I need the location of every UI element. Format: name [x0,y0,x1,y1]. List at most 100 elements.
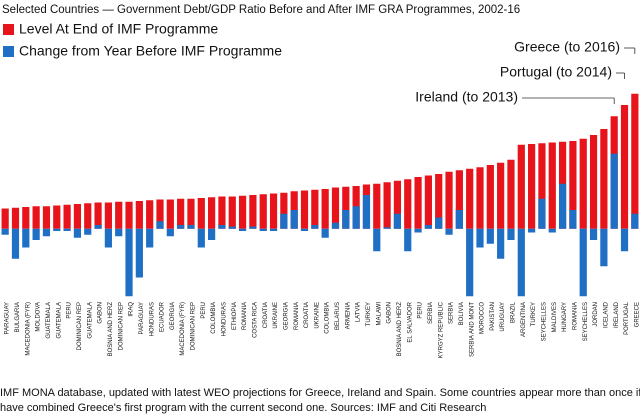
x-tick-label: GABON [98,302,104,324]
bar [548,228,556,233]
bar [435,217,443,229]
bar [620,228,629,252]
x-tick-label: LATVIA [356,302,362,322]
bar [115,228,123,237]
bar [187,198,195,229]
bar [156,199,164,229]
x-tick-label: HUNGARY [562,302,568,332]
x-tick-label: PERU [201,302,207,319]
bar [373,183,381,229]
bar [424,225,432,229]
legend-label: Change from Year Before IMF Programme [19,43,282,59]
bar [352,206,360,229]
bar [249,195,257,229]
bar [22,207,30,229]
x-tick-label: IRAQ [129,302,135,317]
x-tick-label: PARAGUAY [5,302,11,334]
x-tick-label: CROATIA [304,302,310,328]
bar [166,228,174,237]
bar [73,204,82,229]
x-tick-label: TURKEY [531,302,537,326]
bar [631,93,639,229]
x-tick-label: EL SALVADOR [407,301,413,342]
x-tick-label: JORDAN [593,302,599,327]
x-tick-label: ICELAND [603,301,609,328]
x-tick-label: MOLDOVA [36,302,42,332]
bar [631,213,639,229]
x-tick-label: TURKEY [366,302,372,326]
bar [53,205,61,229]
bar [404,228,412,252]
x-tick-label: BOSNIA AND HERZ [397,302,403,357]
bar [115,201,123,229]
x-tick-label: URUGUAY [500,302,506,332]
x-tick-label: COLOMBIA [211,302,217,334]
bar [125,201,133,229]
bar [362,195,371,229]
x-tick-label: PERU [67,302,73,319]
bar [445,171,453,229]
bar [476,167,484,229]
bar [94,225,102,229]
bar [208,228,216,240]
bar [135,201,143,229]
bar [22,228,30,248]
footnote: IMF MONA database, updated with latest W… [0,387,640,399]
x-tick-label: SERBIA [428,302,434,324]
bar [497,228,505,259]
bar [11,228,20,259]
x-tick-label: ROMANIA [294,302,300,330]
x-tick-label: MOROCCO [480,302,486,334]
bar [538,143,546,229]
bar [558,183,567,229]
bar [517,144,525,229]
bar [269,228,278,231]
bar [569,210,577,229]
legend-swatch [3,24,14,35]
bar [146,200,154,229]
bar [300,228,309,231]
bar [548,142,556,229]
bar [393,180,402,229]
bar [238,228,247,231]
bar [507,228,515,240]
x-tick-label: ARMENIA [345,302,351,329]
x-tick-label: BRAZIL [511,301,517,323]
bar [42,228,51,237]
bar [528,144,536,229]
x-tick-label: IRELAND [614,301,620,328]
x-tick-label: MACEDONIA (FYR) [25,302,31,356]
bar [94,202,102,229]
x-tick-label: MALAWI [376,302,382,326]
bar [259,228,267,231]
bar [32,228,40,240]
x-tick-label: ETHIOPIA [232,302,238,330]
bar [321,189,329,229]
bar [197,198,205,229]
bar [166,199,174,229]
bar [177,225,185,229]
bar [311,225,319,229]
chart-title: Selected Countries — Government Debt/GDP… [2,4,520,16]
x-tick-label: BOLIVIA [459,302,465,325]
x-tick-label: ECUADOR [160,301,166,332]
bar [280,192,288,229]
bar [589,228,598,240]
bar [538,198,546,229]
bar [146,228,154,248]
bar [331,222,340,229]
bar [466,168,474,229]
bar [610,153,618,229]
bar [125,228,133,297]
bar [156,221,164,229]
x-tick-label: GEORGIA [283,302,289,330]
legend-label: Level At End of IMF Programme [19,21,218,37]
legend-swatch [3,46,14,57]
x-tick-label: COLOMBIA [325,302,331,334]
bar [476,228,484,248]
x-tick-label: GUATEMALA [46,302,52,339]
bar [290,210,298,229]
annotation: Portugal (to 2014) [500,64,612,80]
bar [579,228,587,297]
bar [445,228,453,235]
